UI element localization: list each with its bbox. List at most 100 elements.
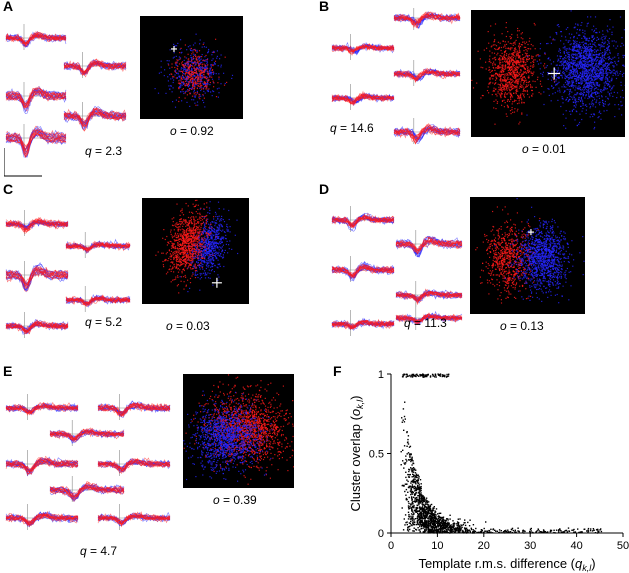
scatter-point bbox=[433, 532, 436, 534]
x-tick-label: 50 bbox=[617, 540, 629, 552]
scatter-point bbox=[429, 512, 431, 515]
scatter-point bbox=[402, 449, 404, 451]
scatter-point bbox=[432, 509, 434, 512]
scatter-point bbox=[447, 527, 449, 529]
scatter-point bbox=[416, 374, 419, 377]
scatter-point bbox=[409, 505, 411, 508]
scatter-point bbox=[417, 520, 419, 522]
scatter-point bbox=[429, 504, 431, 506]
scatter-point bbox=[414, 475, 417, 477]
scatter-point bbox=[417, 480, 419, 482]
scatter-point bbox=[403, 415, 406, 418]
scatter-point bbox=[469, 531, 471, 533]
scatter-point bbox=[440, 528, 442, 530]
waveform-traces bbox=[5, 210, 131, 338]
scatter-point bbox=[433, 506, 435, 508]
waveform-channel bbox=[65, 232, 131, 258]
scatter-point bbox=[412, 373, 415, 376]
scatter-point bbox=[432, 514, 434, 517]
scatter-point bbox=[413, 493, 416, 495]
scatter-point bbox=[419, 499, 421, 502]
waveform-channel bbox=[395, 281, 463, 307]
scatter-point bbox=[423, 497, 426, 499]
scatter-point bbox=[459, 528, 461, 530]
scatter-point bbox=[409, 453, 411, 455]
scatter-point bbox=[452, 526, 454, 529]
scatter-point bbox=[412, 514, 414, 516]
scatter-point bbox=[454, 527, 457, 529]
scatter-point bbox=[405, 376, 407, 378]
waveform-channel bbox=[5, 504, 79, 530]
scatter-point bbox=[458, 524, 460, 526]
scatter-point bbox=[453, 529, 455, 531]
scatter-point bbox=[427, 518, 429, 520]
y-tick-label: 1 bbox=[378, 369, 384, 381]
scatter-point bbox=[423, 496, 425, 498]
scatter-point bbox=[405, 494, 407, 496]
scatter-point bbox=[446, 375, 448, 378]
scatter-point bbox=[414, 487, 416, 489]
scatter-point bbox=[406, 529, 409, 531]
scatter-point bbox=[407, 473, 409, 476]
scatter-point bbox=[429, 508, 432, 510]
scatter-point bbox=[407, 480, 409, 483]
scatter-point bbox=[572, 529, 574, 531]
scatter-point bbox=[564, 530, 566, 532]
scatter-point bbox=[529, 528, 532, 530]
scatter-point bbox=[541, 532, 543, 534]
scatter-point bbox=[445, 531, 447, 533]
scatter-point bbox=[436, 522, 438, 524]
scatter-point bbox=[411, 480, 413, 482]
scatter-point bbox=[415, 469, 417, 471]
scatter-point bbox=[432, 517, 435, 519]
scatter-point bbox=[405, 488, 408, 491]
scatter-point bbox=[438, 512, 440, 515]
scatter-point bbox=[415, 511, 417, 513]
x-tick-label: 30 bbox=[524, 540, 536, 552]
scatter-point bbox=[560, 530, 562, 532]
scatter-point bbox=[577, 528, 579, 530]
scatter-point bbox=[426, 501, 429, 504]
scatter-point bbox=[522, 530, 524, 532]
scatter-point bbox=[543, 529, 545, 532]
scatter-point bbox=[422, 517, 425, 520]
scatter-point bbox=[408, 459, 410, 461]
scatter-point bbox=[412, 479, 415, 481]
scatter-point bbox=[422, 507, 425, 510]
scatter-point bbox=[411, 456, 413, 458]
scatter-point bbox=[595, 529, 598, 531]
scatter-point bbox=[442, 528, 444, 531]
scatter-point bbox=[401, 417, 403, 419]
scatter-point bbox=[411, 505, 414, 507]
scatter-point bbox=[403, 421, 406, 423]
scatter-point bbox=[408, 476, 410, 478]
scatter-point bbox=[412, 486, 415, 488]
scatter-point bbox=[458, 531, 460, 533]
scatter-point bbox=[457, 529, 460, 532]
scatter-point bbox=[423, 511, 425, 513]
scatter-point bbox=[435, 508, 438, 510]
scatter-point bbox=[418, 491, 420, 493]
scatter-point bbox=[460, 526, 462, 528]
waveform-channel bbox=[5, 450, 79, 477]
scatter-point bbox=[410, 507, 412, 509]
scatter-point bbox=[433, 526, 436, 529]
scatter-point bbox=[446, 373, 448, 376]
scatter-point bbox=[587, 531, 589, 533]
scatter-point bbox=[482, 531, 485, 534]
scatter-point bbox=[414, 497, 416, 500]
scatter-point bbox=[414, 493, 417, 495]
scatter-point bbox=[471, 532, 474, 534]
scatter-point bbox=[427, 503, 429, 506]
scatter-point bbox=[412, 473, 414, 475]
scatter-point bbox=[529, 532, 532, 534]
scatter-point bbox=[538, 532, 540, 534]
scatter-point bbox=[427, 527, 429, 529]
scatter-point bbox=[433, 524, 435, 526]
scatter-point bbox=[419, 519, 422, 522]
scatter-point bbox=[436, 528, 438, 530]
scatter-point bbox=[421, 515, 423, 517]
scatter-point bbox=[414, 476, 416, 478]
scatter-point bbox=[404, 418, 406, 420]
scatter-point bbox=[406, 521, 408, 523]
